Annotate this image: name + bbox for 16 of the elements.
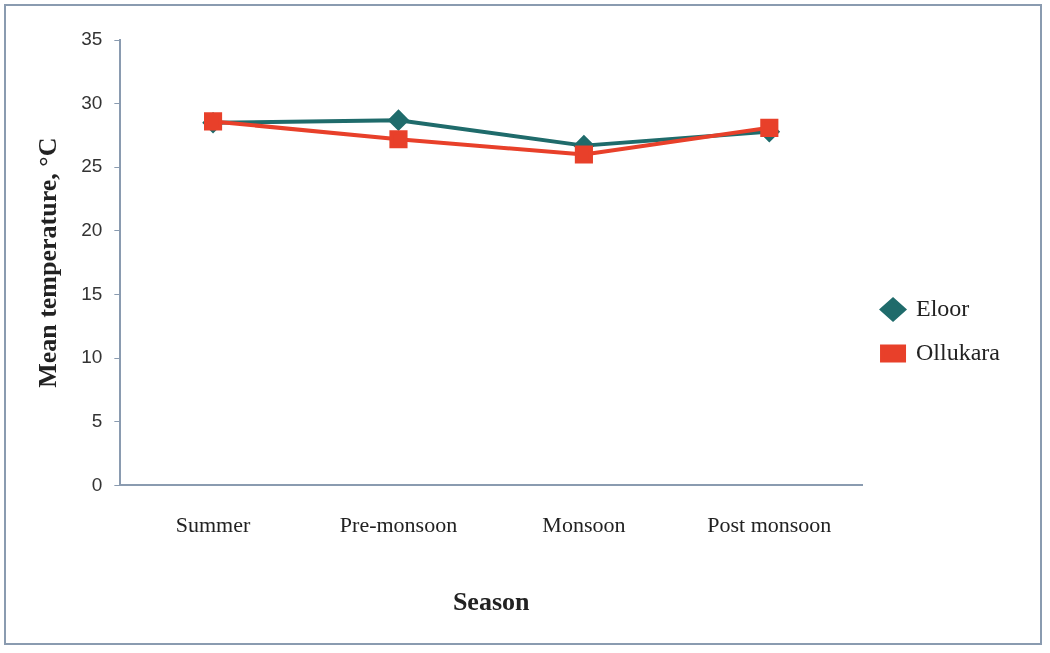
y-tick-label: 5 bbox=[91, 410, 103, 432]
legend-label: Eloor bbox=[916, 294, 970, 321]
x-tick-label: Monsoon bbox=[542, 512, 626, 538]
legend-label: Ollukara bbox=[916, 338, 1001, 365]
y-tick-label: 0 bbox=[91, 473, 103, 495]
x-tick-label: Summer bbox=[175, 512, 251, 538]
x-tick-label: Post monsoon bbox=[707, 512, 832, 538]
x-tick-label: Pre-monsoon bbox=[339, 512, 458, 538]
y-tick-label: 30 bbox=[81, 91, 103, 113]
x-axis-title: Season bbox=[452, 587, 531, 617]
y-tick-label: 35 bbox=[81, 28, 103, 50]
y-tick-label: 25 bbox=[81, 155, 103, 177]
y-tick-label: 20 bbox=[81, 219, 103, 241]
y-tick-label: 15 bbox=[81, 282, 103, 304]
y-tick-label: 10 bbox=[81, 346, 103, 368]
y-axis-title: Mean temperature, °C bbox=[33, 137, 63, 388]
